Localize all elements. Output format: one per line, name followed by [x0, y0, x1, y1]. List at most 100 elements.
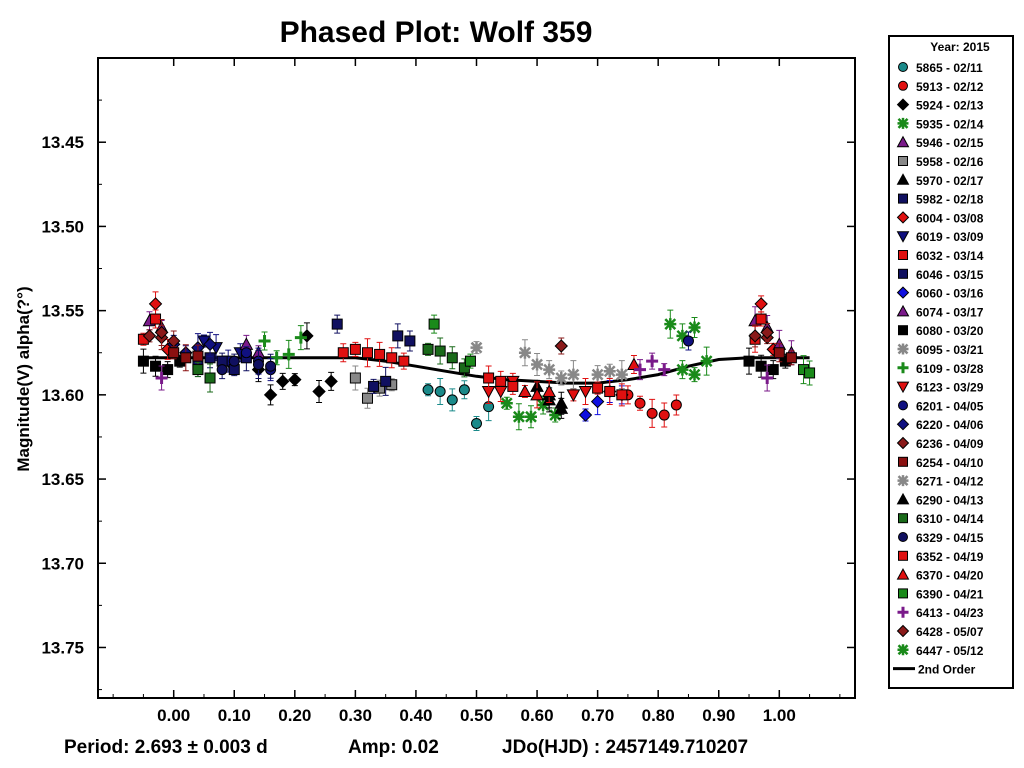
data-point	[554, 337, 568, 355]
legend-item: 6271 - 04/12	[897, 475, 984, 489]
series-0	[422, 377, 495, 431]
legend-item-fit: 2nd Order	[893, 663, 976, 677]
series-1	[622, 385, 682, 428]
data-point	[664, 309, 677, 339]
legend-item: 6046 - 03/15	[898, 268, 984, 282]
legend-item: 6080 - 03/20	[898, 324, 984, 338]
legend-item: 6447 - 05/12	[897, 644, 984, 658]
y-tick-label: 13.60	[41, 386, 84, 405]
data-point	[785, 350, 797, 366]
series-22	[543, 360, 580, 390]
series-14	[137, 347, 791, 380]
data-point	[154, 319, 169, 347]
legend-items: 5865 - 02/11 5913 - 02/12 5924 - 02/13 5935…	[893, 61, 984, 677]
legend-item: 6390 - 04/21	[898, 587, 984, 601]
y-tick-label: 13.65	[41, 470, 84, 489]
data-point	[300, 322, 314, 350]
legend-item: 6123 - 03/29	[896, 381, 984, 395]
data-point	[263, 384, 278, 406]
legend-item: 6236 - 04/09	[896, 436, 984, 451]
data-point	[203, 331, 217, 357]
data-point	[555, 370, 568, 386]
series-7	[331, 314, 416, 396]
data-point	[700, 346, 713, 376]
legend-item: 6329 - 04/15	[898, 531, 984, 545]
y-axis: 13.45 13.50 13.55 13.60 13.65 13.70 13.75	[41, 99, 855, 691]
legend-item-label: 5913 - 02/12	[916, 80, 984, 94]
data-point	[282, 339, 295, 369]
data-points-layer	[137, 291, 816, 431]
data-point	[324, 371, 338, 391]
legend-item-label: 6370 - 04/20	[916, 569, 984, 583]
data-point	[270, 350, 283, 366]
data-point	[578, 408, 593, 422]
legend-item-label: 5946 - 02/15	[916, 136, 984, 150]
data-point	[676, 360, 689, 380]
data-point	[531, 353, 544, 377]
data-point	[518, 339, 531, 367]
data-point	[688, 367, 701, 383]
data-point	[773, 343, 785, 363]
legend-item-label: 6201 - 04/05	[916, 399, 984, 413]
x-tick-label: 0.40	[399, 706, 432, 725]
y-tick-label: 13.75	[41, 638, 84, 657]
legend-item-label: 6074 - 03/17	[916, 305, 984, 319]
y-tick-label: 13.55	[41, 302, 84, 321]
data-point	[361, 338, 373, 368]
series-26	[150, 309, 767, 407]
data-point	[530, 381, 544, 409]
legend-item: 5865 - 02/11	[898, 61, 983, 75]
series-15	[470, 339, 628, 390]
data-point	[616, 383, 628, 407]
y-tick-label: 13.70	[41, 554, 84, 573]
legend-item-label: 6329 - 04/15	[916, 531, 984, 545]
data-point	[265, 353, 277, 379]
data-point	[150, 309, 162, 329]
data-point	[578, 377, 593, 405]
fit-curve-layer	[143, 356, 810, 385]
data-point	[240, 346, 252, 360]
series-29	[155, 352, 774, 392]
series-30	[142, 319, 774, 348]
data-point	[543, 360, 556, 380]
data-point	[604, 377, 616, 405]
legend-item-label: 6123 - 03/29	[916, 381, 984, 395]
data-point	[398, 352, 410, 370]
legend-item-label: 6428 - 05/07	[916, 625, 984, 639]
data-point	[446, 388, 458, 412]
series-27	[518, 355, 641, 409]
data-point	[337, 343, 349, 363]
legend-item-label: 6271 - 04/12	[916, 475, 984, 489]
x-tick-label: 1.00	[763, 706, 796, 725]
legend: Year: 2015 5865 - 02/11 5913 - 02/12 5924 …	[888, 35, 1014, 689]
footer-jdo: JDo(HJD) : 2457149.710207	[502, 737, 748, 758]
data-point	[422, 342, 434, 356]
data-point	[646, 398, 658, 428]
data-point	[380, 366, 392, 396]
legend-item-label: 5935 - 02/14	[916, 117, 984, 131]
data-point	[180, 344, 192, 372]
legend-item: 6290 - 04/13	[896, 492, 984, 507]
data-point	[591, 365, 604, 385]
legend-item: 6310 - 04/14	[898, 512, 984, 526]
legend-item: 6220 - 04/06	[896, 417, 984, 432]
series-4	[142, 306, 775, 340]
data-point	[804, 360, 816, 386]
data-point	[603, 363, 616, 379]
data-point	[422, 383, 434, 397]
legend-item: 6004 - 03/08	[896, 211, 984, 225]
y-tick-label: 13.50	[41, 217, 84, 236]
legend-item-label: 6019 - 03/09	[916, 230, 984, 244]
data-point	[471, 415, 482, 431]
data-point	[755, 311, 767, 327]
legend-item-label: 5982 - 02/18	[916, 193, 984, 207]
legend-item-label: 6109 - 03/28	[916, 362, 984, 376]
chart-title: Phased Plot: Wolf 359	[280, 16, 593, 49]
x-tick-label: 0.80	[642, 706, 675, 725]
x-tick-label: 0.60	[521, 706, 554, 725]
x-tick-label: 0.50	[460, 706, 493, 725]
data-point	[276, 372, 290, 390]
data-point	[566, 388, 581, 402]
data-point	[162, 361, 174, 379]
data-point	[658, 402, 670, 428]
